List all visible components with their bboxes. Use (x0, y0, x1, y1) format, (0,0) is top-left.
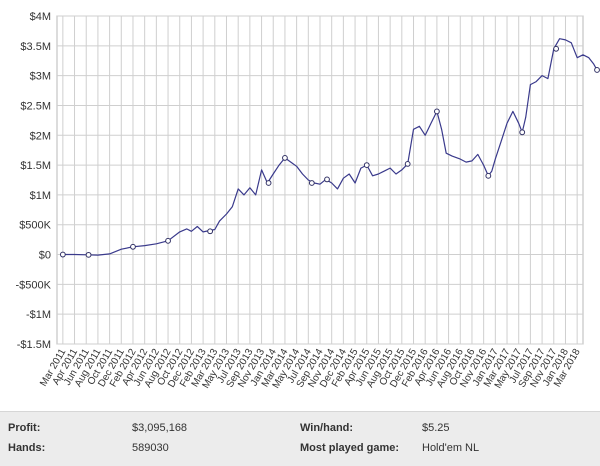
data-point (165, 237, 171, 244)
y-tick-label: $2.5M (20, 100, 51, 112)
data-point (324, 176, 330, 183)
data-point (594, 67, 600, 73)
y-tick-label: $1.5M (20, 160, 51, 172)
y-tick-label: $1M (30, 190, 51, 202)
data-point (207, 228, 214, 235)
win-per-hand-label: Win/hand: (300, 422, 354, 434)
data-point (485, 172, 492, 179)
y-tick-label: $2M (30, 130, 51, 142)
y-tick-label: -$500K (16, 279, 52, 291)
data-point (519, 129, 526, 136)
y-tick-label: $3.5M (20, 41, 51, 53)
data-point (59, 251, 66, 258)
y-tick-label: -$1.5M (17, 339, 51, 351)
data-point (363, 162, 370, 168)
chart-area: $4M $3.5M $3M $2.5M $2M $1.5M $1M $500K $0 -$500K… (16, 11, 600, 391)
y-tick-label: $3M (30, 71, 51, 83)
data-point (130, 243, 136, 250)
stats-panel: Profit: $3,095,168 Win/hand: $5.25 Hands… (0, 411, 600, 466)
most-played-label: Most played game: (300, 442, 400, 454)
profit-label: Profit: (8, 422, 41, 434)
profit-value: $3,095,168 (132, 422, 188, 434)
y-tick-label: -$1M (26, 309, 51, 321)
y-tick-label: $500K (19, 220, 51, 232)
hands-value: 589030 (132, 442, 169, 454)
profit-line-chart: $4M $3.5M $3M $2.5M $2M $1.5M $1M $500K $0 -$500K… (16, 11, 600, 391)
data-point (433, 108, 440, 115)
data-point (85, 251, 92, 258)
data-point (553, 45, 560, 52)
data-point (404, 160, 411, 167)
most-played-value: Hold'em NL (422, 442, 480, 454)
data-point (308, 180, 315, 186)
y-tick-label: $4M (30, 11, 51, 23)
hands-label: Hands: (8, 442, 46, 454)
y-tick-label: $0 (39, 250, 51, 262)
data-point (265, 180, 272, 186)
win-per-hand-value: $5.25 (422, 422, 450, 434)
data-point (282, 155, 288, 161)
